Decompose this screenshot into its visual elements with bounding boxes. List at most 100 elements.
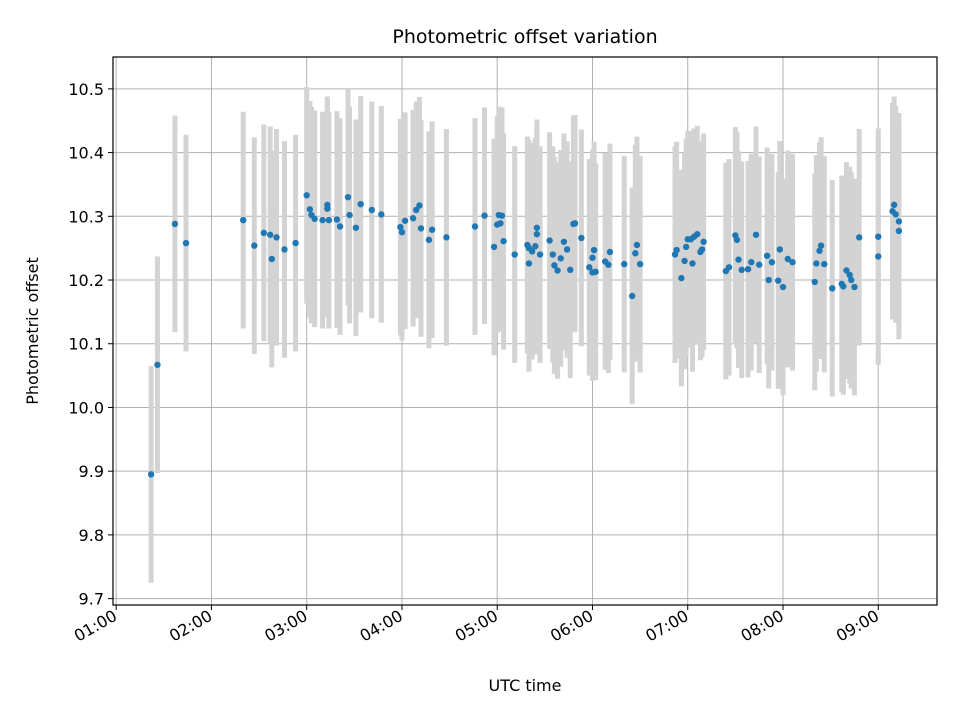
y-tick-label: 9.8 [79,526,104,545]
data-point [725,264,733,271]
data-point [551,262,558,269]
data-point [378,211,385,218]
data-point [563,246,571,253]
data-point [251,242,258,249]
data-point [417,225,425,232]
data-point [744,265,752,273]
data-point [306,206,314,213]
y-tick-label: 10.0 [68,398,104,417]
data-point [260,229,268,237]
data-point [752,231,760,238]
data-point [346,211,353,219]
data-point [621,260,628,268]
data-point [843,267,850,274]
data-point [325,216,333,224]
data-point [397,223,404,231]
data-point [856,234,863,241]
data-point [352,224,360,231]
data-point [768,258,776,266]
data-point [784,255,791,263]
data-point [546,237,553,244]
data-point [481,212,488,219]
data-point [471,223,479,230]
data-point [606,248,614,256]
data-point [498,212,506,219]
data-point [416,202,423,209]
x-axis-title: UTC time [489,676,562,695]
data-point [851,283,858,291]
point-layer [147,192,903,478]
data-point [738,266,745,274]
data-point [829,285,836,292]
data-point [875,253,882,260]
data-point [765,276,772,284]
data-point [632,250,639,257]
data-point [268,255,275,263]
data-point [266,231,274,238]
data-point [490,243,498,251]
data-point [895,227,903,235]
data-point [840,283,847,290]
y-tick-label: 10.2 [68,271,104,290]
data-point [413,206,420,214]
data-point [357,200,364,208]
data-point [239,216,247,224]
data-point [895,218,903,225]
data-point [848,276,855,284]
data-point [533,230,541,238]
data-point [875,233,882,240]
data-point [549,251,556,258]
y-tick-label: 10.1 [68,335,104,354]
data-point [817,242,825,249]
data-point [673,246,680,254]
data-point [592,268,599,275]
data-point [154,361,161,368]
data-point [678,274,685,282]
data-point [147,471,155,478]
data-point [779,283,787,291]
data-point [554,267,561,274]
data-point [816,247,823,254]
data-point [733,236,741,244]
y-tick-label: 10.5 [68,80,104,99]
data-point [846,271,853,279]
data-point [571,220,579,227]
data-point [525,260,533,267]
data-point [748,258,755,266]
data-point [700,238,707,245]
chart-title: Photometric offset variation [392,26,657,48]
data-point [311,215,318,223]
data-point [560,238,568,245]
data-point [273,234,280,241]
data-point [344,193,352,201]
data-point [813,260,820,267]
data-point [319,216,326,224]
data-point [532,243,539,250]
data-point [182,239,190,247]
data-point [497,220,504,227]
data-point [324,205,331,212]
data-point [892,211,899,218]
data-point [511,251,518,258]
data-point [443,234,450,241]
data-point [303,192,310,199]
data-point [171,220,179,228]
data-point [398,229,406,236]
data-point [336,223,344,230]
data-point [333,216,341,223]
data-point [536,251,544,258]
data-point [401,217,409,224]
data-point [689,260,696,267]
data-point [694,230,701,238]
data-point [636,260,644,268]
data-point [586,264,593,271]
data-point [500,237,507,245]
data-point [590,246,598,254]
data-point [789,258,796,266]
data-point [557,255,564,262]
data-point [409,215,417,222]
data-point [821,260,828,268]
data-point [589,254,596,261]
